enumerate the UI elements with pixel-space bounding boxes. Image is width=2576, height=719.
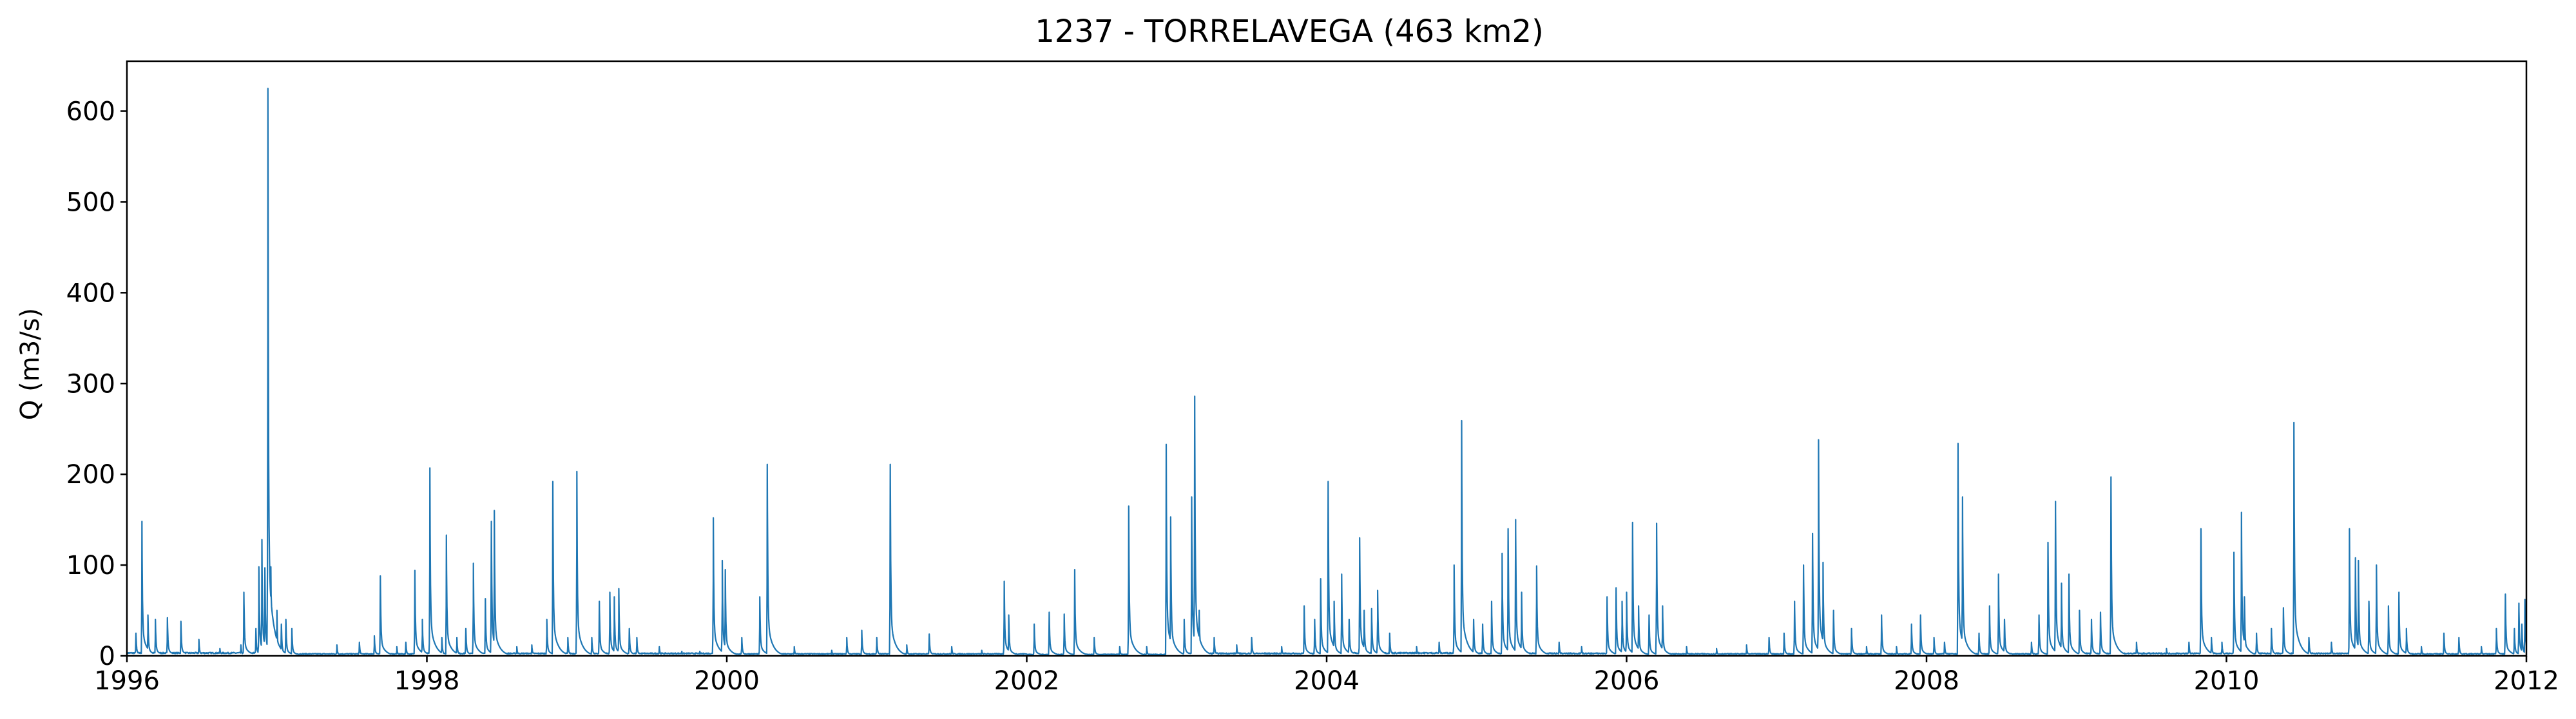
x-axis: 1996 1998 2000 2002 2004 2006 2008 2010 2012 bbox=[94, 656, 2559, 696]
plot-frame bbox=[126, 60, 2528, 657]
series-layer bbox=[127, 88, 2526, 656]
y-tick-label: 200 bbox=[66, 460, 115, 490]
y-tick-label: 600 bbox=[66, 97, 115, 127]
y-tick-label: 400 bbox=[66, 278, 115, 308]
y-tick-label: 0 bbox=[99, 642, 115, 671]
y-axis: 0 100 200 300 400 500 600 bbox=[66, 97, 127, 671]
x-tick-label: 2008 bbox=[1894, 666, 1959, 696]
x-tick-label: 2004 bbox=[1294, 666, 1360, 696]
x-tick-label: 1998 bbox=[394, 666, 460, 696]
chart-title: 1237 - TORRELAVEGA (463 km2) bbox=[1035, 14, 1544, 50]
y-tick-label: 500 bbox=[66, 187, 115, 217]
x-tick-label: 2010 bbox=[2194, 666, 2260, 696]
x-tick-label: 2002 bbox=[994, 666, 1060, 696]
x-tick-label: 2006 bbox=[1594, 666, 1660, 696]
y-tick-label: 100 bbox=[66, 551, 115, 580]
y-tick-label: 300 bbox=[66, 369, 115, 399]
x-tick-label: 1996 bbox=[94, 666, 160, 696]
x-tick-label: 2012 bbox=[2494, 666, 2559, 696]
y-axis-label: Q (m3/s) bbox=[15, 308, 45, 420]
x-tick-label: 2000 bbox=[694, 666, 760, 696]
discharge-line bbox=[127, 88, 2526, 656]
